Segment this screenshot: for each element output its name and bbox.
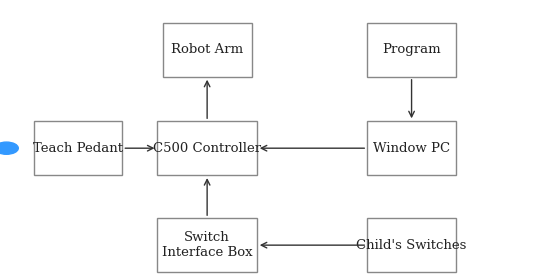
FancyBboxPatch shape bbox=[367, 121, 456, 175]
FancyBboxPatch shape bbox=[157, 121, 257, 175]
FancyBboxPatch shape bbox=[367, 218, 456, 272]
Text: Window PC: Window PC bbox=[373, 142, 450, 155]
Text: Robot Arm: Robot Arm bbox=[171, 43, 243, 56]
Text: Teach Pedant: Teach Pedant bbox=[33, 142, 123, 155]
Text: C500 Controller: C500 Controller bbox=[153, 142, 261, 155]
Circle shape bbox=[0, 142, 18, 154]
Text: Program: Program bbox=[383, 43, 441, 56]
Text: Child's Switches: Child's Switches bbox=[356, 239, 467, 252]
Text: Switch
Interface Box: Switch Interface Box bbox=[162, 231, 252, 259]
FancyBboxPatch shape bbox=[33, 121, 122, 175]
FancyBboxPatch shape bbox=[367, 23, 456, 77]
FancyBboxPatch shape bbox=[157, 218, 257, 272]
FancyBboxPatch shape bbox=[162, 23, 252, 77]
